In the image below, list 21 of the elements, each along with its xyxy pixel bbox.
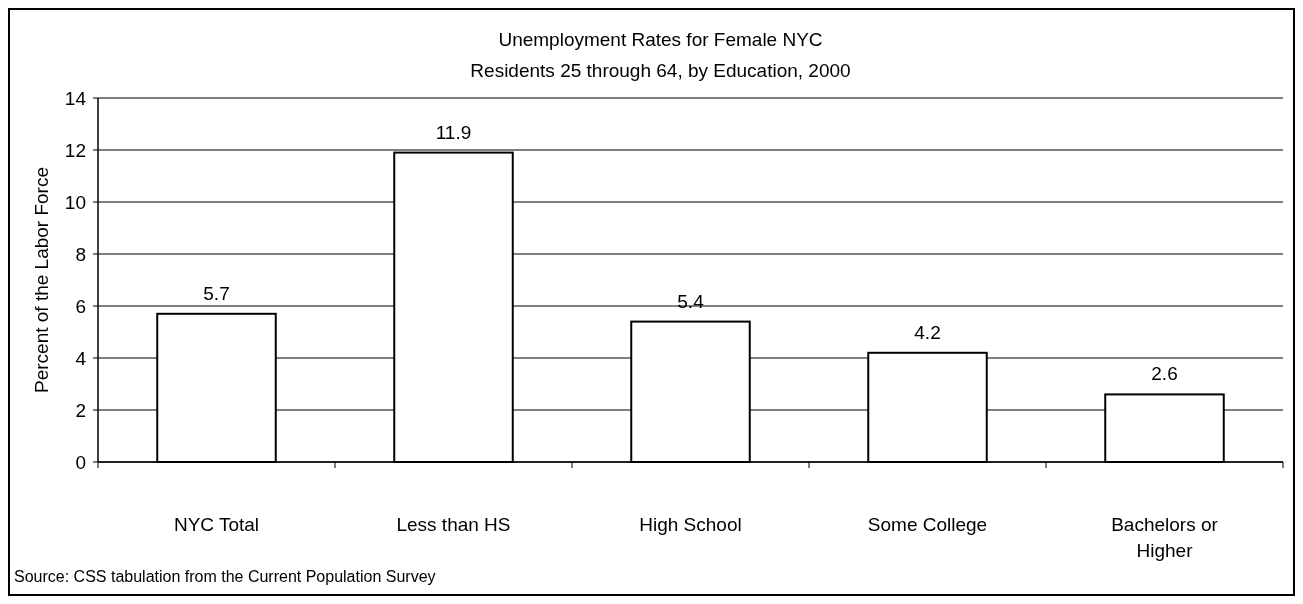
y-tick-label: 6 [75,295,86,317]
y-tick-label: 10 [64,191,86,213]
x-tick-label: Some College [867,514,988,535]
y-tick-label: 2 [75,399,86,421]
data-label: 11.9 [435,121,472,143]
data-label: 5.4 [677,290,705,312]
y-tick-label: 14 [64,87,87,109]
chart-title: Unemployment Rates for Female NYC Residents 25 through 64, by Education, 2000 [470,29,851,81]
data-label: 5.7 [203,282,230,304]
y-tick-label: 4 [75,347,87,369]
data-label: 4.2 [914,321,941,343]
x-tick-label: Bachelors or Higher [1111,514,1219,561]
x-tick-label: High School [639,514,742,535]
x-tick-label: Less than HS [396,514,511,535]
x-tick-label: NYC Total [173,514,260,535]
y-tick-label: 12 [64,139,86,161]
y-tick-label: 8 [75,243,86,265]
source-note: Source: CSS tabulation from the Current Population Survey [14,568,436,585]
data-label: 2.6 [1151,363,1178,385]
y-tick-label: 0 [75,451,86,473]
y-axis-title: Percent of the Labor Force [31,166,52,394]
